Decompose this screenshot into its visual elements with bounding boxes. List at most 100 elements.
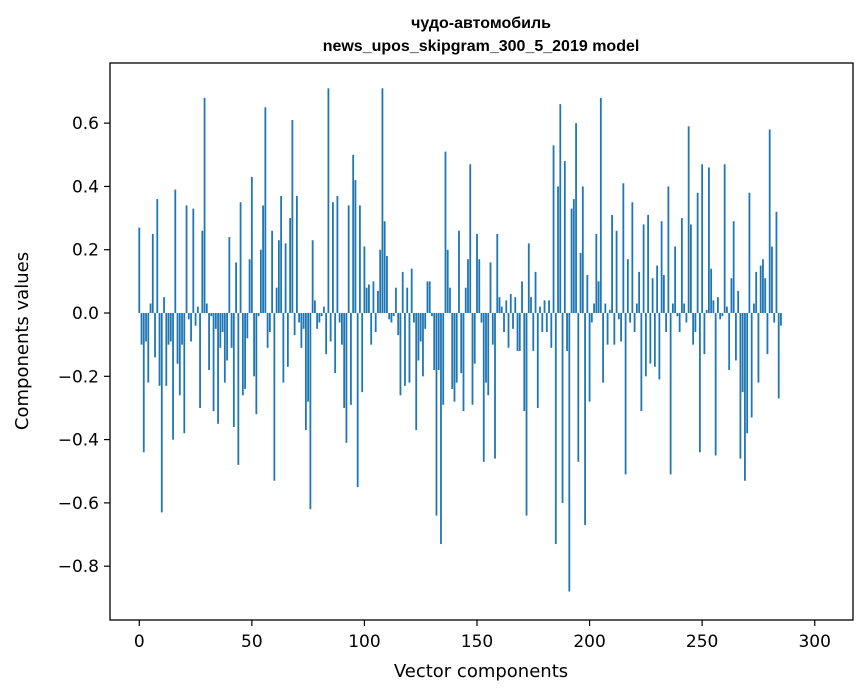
bar-7 (154, 313, 156, 358)
bar-53 (257, 313, 260, 317)
bar-152 (480, 313, 483, 323)
bar-124 (417, 313, 420, 361)
bar-84 (327, 88, 330, 314)
bar-237 (671, 303, 674, 314)
bar-11 (163, 297, 165, 314)
bar-70 (295, 195, 298, 314)
bar-138 (449, 287, 451, 314)
bar-39 (226, 313, 228, 361)
bar-279 (766, 313, 769, 355)
bar-21 (185, 205, 188, 314)
bar-29 (203, 97, 206, 314)
bar-142 (458, 230, 460, 314)
bar-74 (304, 313, 307, 431)
bar-207 (604, 303, 607, 314)
bar-270 (746, 313, 749, 434)
bar-63 (280, 195, 283, 314)
bar-172 (525, 313, 528, 516)
bar-58 (268, 313, 271, 333)
bar-201 (590, 313, 593, 323)
bar-120 (408, 313, 411, 383)
bar-99 (361, 313, 364, 393)
bar-130 (431, 313, 433, 317)
bar-191 (568, 313, 571, 592)
bar-219 (631, 202, 634, 314)
bar-222 (638, 271, 641, 314)
bar-9 (158, 313, 161, 386)
bar-57 (266, 313, 269, 348)
bar-18 (178, 313, 181, 396)
bar-15 (172, 313, 174, 440)
bar-48 (246, 313, 249, 339)
bar-94 (350, 313, 352, 405)
bar-223 (640, 313, 643, 412)
bar-112 (390, 313, 393, 323)
bar-200 (588, 313, 591, 402)
bar-80 (318, 313, 321, 323)
bar-19 (181, 313, 183, 345)
bar-119 (406, 287, 409, 314)
bar-77 (311, 240, 314, 314)
bar-273 (753, 303, 755, 314)
bar-276 (759, 265, 762, 314)
bar-225 (644, 313, 647, 377)
bar-71 (298, 313, 301, 323)
chart-subtitle: news_upos_skipgram_300_5_2019 model (323, 38, 640, 55)
bar-217 (626, 259, 629, 314)
bar-260 (723, 164, 726, 314)
bar-102 (368, 284, 370, 314)
bar-275 (757, 313, 760, 383)
bar-255 (712, 300, 715, 314)
bar-36 (219, 313, 222, 348)
bar-258 (719, 313, 722, 320)
bar-125 (419, 313, 422, 342)
bar-91 (343, 313, 346, 408)
bar-1 (140, 313, 143, 345)
bar-134 (440, 313, 442, 545)
bar-147 (469, 164, 472, 314)
bar-28 (201, 230, 204, 314)
bar-104 (372, 281, 375, 314)
bar-246 (692, 313, 695, 345)
bar-263 (730, 278, 733, 314)
bar-150 (476, 233, 478, 314)
bar-107 (379, 249, 382, 314)
bar-267 (739, 313, 742, 459)
bar-60 (273, 313, 276, 481)
bar-31 (208, 313, 210, 370)
bar-157 (491, 313, 494, 345)
bar-17 (176, 313, 179, 364)
bar-186 (557, 186, 559, 314)
bar-52 (255, 313, 258, 415)
bar-72 (300, 313, 303, 348)
bar-132 (435, 313, 438, 516)
bar-136 (444, 151, 447, 314)
bar-218 (629, 313, 631, 323)
bar-148 (471, 313, 474, 405)
bar-61 (275, 287, 278, 314)
bar-198 (584, 313, 586, 526)
bar-235 (667, 186, 670, 314)
bar-0 (138, 227, 141, 314)
bar-247 (694, 313, 697, 333)
bar-165 (509, 294, 512, 314)
bar-177 (536, 313, 539, 408)
bar-27 (199, 313, 201, 408)
bar-144 (462, 313, 465, 412)
bar-86 (332, 202, 334, 314)
y-tick-label: −0.6 (58, 494, 99, 514)
bar-105 (374, 313, 377, 333)
bar-259 (721, 313, 724, 317)
bar-6 (151, 233, 154, 314)
bar-126 (422, 313, 424, 377)
bar-202 (593, 303, 595, 314)
bar-76 (309, 313, 312, 510)
plot-frame (109, 62, 854, 621)
bar-180 (543, 300, 546, 314)
bar-89 (338, 313, 341, 323)
bar-239 (676, 313, 679, 317)
bar-256 (714, 313, 717, 456)
bar-195 (577, 313, 580, 462)
bar-64 (282, 313, 285, 383)
bar-211 (613, 313, 616, 345)
